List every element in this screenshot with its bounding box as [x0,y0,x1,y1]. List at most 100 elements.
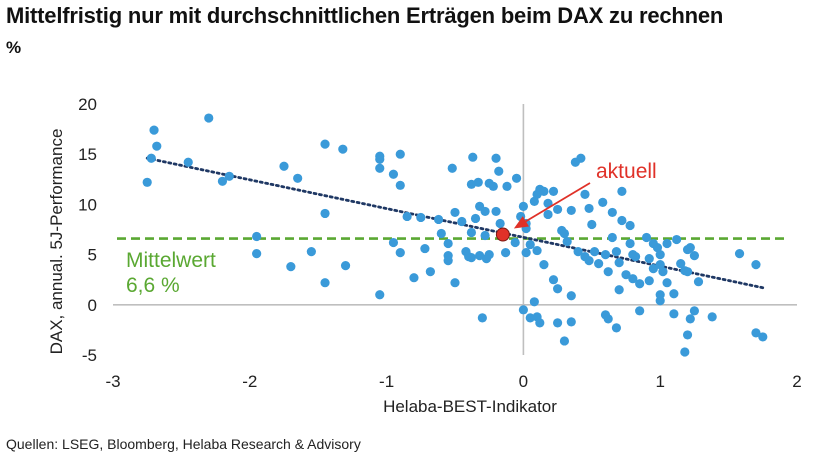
data-point [600,250,611,260]
x-axis-label: Helaba-BEST-Indikator [383,397,557,416]
data-point [573,246,583,257]
data-point [375,151,385,161]
source-note: Quellen: LSEG, Bloomberg, Helaba Researc… [6,436,361,452]
data-point [607,232,617,243]
data-point [525,239,535,250]
data-point [420,243,430,254]
data-point [614,258,624,268]
data-point [477,313,487,323]
data-point [502,181,512,191]
data-point [644,254,654,264]
data-point [416,212,426,223]
data-point [494,166,504,176]
data-point [669,289,679,299]
data-point [603,314,613,324]
data-point [603,267,613,277]
y-axis-label: DAX, annual. 5J-Performance [47,129,66,355]
data-point [495,218,505,229]
x-tick-label: 1 [655,372,664,391]
data-point [279,161,289,171]
data-point [388,169,399,179]
y-tick-label: 0 [88,296,97,315]
data-point [562,236,572,247]
data-point [491,153,501,163]
data-point [662,278,672,288]
data-point [607,207,617,218]
data-point [252,231,262,242]
data-point [669,309,679,319]
data-point [518,201,529,212]
current-marker-layer [495,182,591,242]
data-point [501,247,511,258]
data-point [598,197,608,207]
chart-title: Mittelfristig nur mit durchschnittlichen… [6,3,724,28]
data-point [655,250,665,260]
data-point [532,245,542,256]
data-point [306,246,316,257]
data-point [655,296,665,306]
data-point [149,125,159,135]
data-point [553,318,563,328]
data-point [521,247,531,258]
data-point [142,177,152,187]
current-arrow-line [523,182,591,224]
data-point [217,176,228,186]
data-point [457,216,467,227]
data-point [511,173,522,183]
unit-label: % [6,38,22,57]
data-point [152,141,162,151]
data-point [621,270,631,280]
data-point [388,237,399,248]
data-point [584,203,594,214]
data-point [539,260,549,270]
data-point [375,290,385,300]
data-point [680,347,690,357]
text-layer: -3 -2 -1 0 1 2 -5 0 5 10 15 20 Helaba-BEST-Indikator… [47,95,802,416]
data-point [682,267,693,277]
data-point [480,206,490,217]
x-tick-label: 0 [519,372,528,391]
trend-line [145,156,765,290]
data-point [611,246,622,257]
data-point [751,328,761,338]
data-point [340,261,351,271]
data-point [320,139,330,149]
points-layer [142,113,768,357]
data-point [510,237,520,248]
data-point [580,189,590,199]
data-point [559,336,570,346]
data-point [630,252,641,262]
data-point [443,256,453,266]
data-point [628,274,638,284]
data-point [658,267,668,277]
data-point [553,204,563,215]
data-point [224,171,234,181]
data-point [685,314,695,324]
x-tick-label: -2 [242,372,257,391]
data-point [375,163,385,173]
data-point [625,220,635,231]
data-point [338,144,348,154]
data-point [682,330,693,340]
data-point [466,227,477,238]
data-point [535,318,545,328]
data-point [543,209,553,220]
x-tick-label: -3 [105,372,120,391]
data-point [553,284,563,294]
data-point [566,317,576,327]
data-point [589,246,600,257]
data-point [584,256,594,266]
data-point [473,177,483,187]
mean-value-label: 6,6 % [126,274,180,297]
data-point [594,259,604,269]
data-point [518,305,529,315]
data-point [447,163,457,173]
y-tick-label: 5 [88,246,97,265]
data-point [409,273,419,283]
data-point [491,206,501,217]
data-point [587,219,597,230]
data-point [252,248,262,259]
data-point [758,332,768,342]
data-point [480,230,490,241]
current-arrow-head [513,216,529,229]
